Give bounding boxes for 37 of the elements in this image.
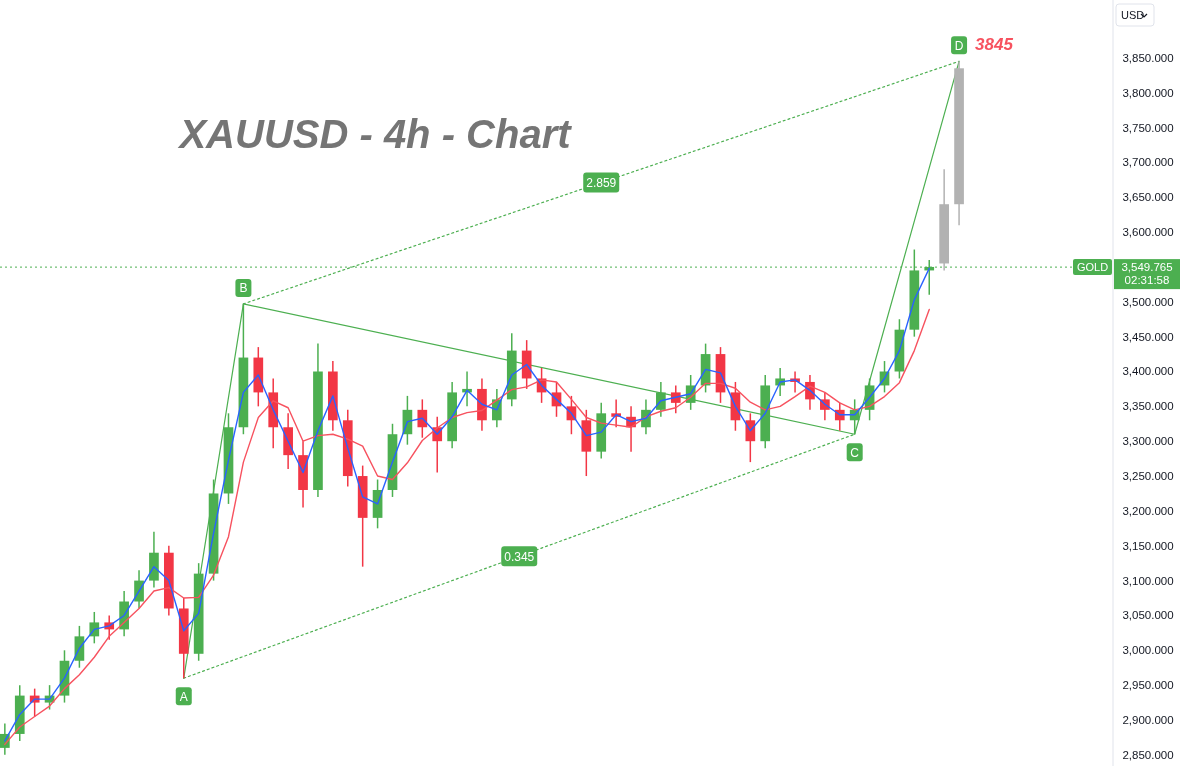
y-tick-label: 3,000.000	[1122, 644, 1174, 657]
y-tick-label: 3,800.000	[1122, 86, 1174, 99]
series-label: 0.345	[504, 549, 535, 564]
y-tick-label: 3,150.000	[1122, 539, 1174, 552]
y-tick-label: 3,100.000	[1122, 574, 1174, 587]
y-tick-label: 3,450.000	[1122, 330, 1174, 343]
data-label: A	[179, 689, 188, 704]
candlestick	[745, 412, 756, 463]
data-label: C	[850, 445, 860, 460]
candlestick	[670, 384, 681, 415]
candlestick	[656, 381, 666, 418]
data-label: B	[239, 281, 248, 296]
currency-selector: USD	[1115, 3, 1155, 27]
y-tick-label: 2,900.000	[1122, 714, 1174, 726]
y-tick-label: 3,050.000	[1122, 609, 1174, 622]
y-tick-label: 3,500.000	[1122, 295, 1174, 308]
y-tick-label: 3,250.000	[1122, 470, 1174, 483]
candlestick	[417, 398, 428, 439]
annotation: 3845	[975, 35, 1014, 55]
y-tick-label: 2,950.000	[1122, 679, 1174, 692]
y-tick-label: 3,350.000	[1122, 400, 1174, 413]
y-tick-label: 3,850.000	[1122, 51, 1174, 64]
candlestick	[89, 611, 100, 645]
y-tick-label: 2,850.000	[1122, 748, 1174, 761]
text: 3,549.765	[1121, 261, 1173, 274]
y-tick-label: 3,650.000	[1122, 191, 1174, 204]
ref-line-label: GOLD	[1076, 261, 1109, 274]
series-label: 2.859	[586, 176, 617, 191]
data-label: D	[954, 38, 964, 53]
y-tick-label: 3,300.000	[1122, 435, 1174, 448]
y-tick-label: 3,200.000	[1122, 504, 1174, 517]
y-tick-label: 3,700.000	[1122, 156, 1174, 169]
text: 02:31:58	[1124, 274, 1170, 287]
y-tick-label: 3,600.000	[1122, 226, 1174, 239]
y-tick-label: 3,750.000	[1122, 121, 1174, 134]
y-tick-label: 3,400.000	[1122, 365, 1174, 378]
text: XAUUSD - 4h - Chart	[177, 112, 573, 156]
